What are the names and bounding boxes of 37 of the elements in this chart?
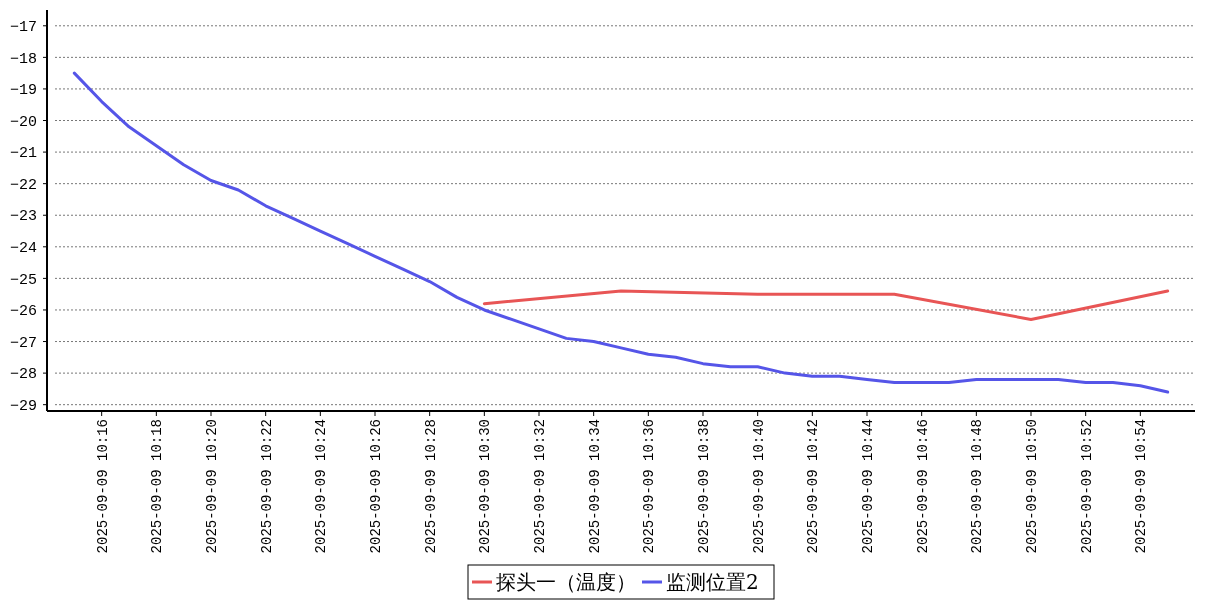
x-tick-label: 2025-09-09 10:52 — [1078, 419, 1095, 554]
y-tick-label: −26 — [9, 303, 37, 321]
x-tick-label: 2025-09-09 10:16 — [94, 419, 111, 554]
x-tick-label: 2025-09-09 10:28 — [422, 419, 439, 554]
y-tick-label: −29 — [9, 397, 37, 415]
line-series — [482, 289, 1170, 321]
y-tick-label: −27 — [9, 334, 37, 352]
x-tick-label: 2025-09-09 10:48 — [969, 419, 986, 554]
x-tick-label: 2025-09-09 10:18 — [149, 419, 166, 554]
legend-label: 监测位置2 — [666, 570, 759, 594]
y-tick-label: −22 — [9, 176, 37, 194]
x-tick-label: 2025-09-09 10:54 — [1133, 419, 1150, 554]
x-tick-label: 2025-09-09 10:24 — [313, 419, 330, 554]
y-tick-label: −24 — [9, 240, 37, 258]
y-tick-label: −25 — [9, 271, 37, 289]
y-tick-label: −18 — [9, 50, 37, 68]
y-tick-label: −19 — [9, 82, 37, 100]
x-tick-label: 2025-09-09 10:32 — [531, 419, 548, 554]
y-tick-label: −21 — [9, 145, 37, 163]
line-series — [72, 71, 1170, 394]
x-tick-label: 2025-09-09 10:42 — [805, 419, 822, 554]
x-tick-label: 2025-09-09 10:46 — [914, 419, 931, 554]
x-tick-label: 2025-09-09 10:44 — [859, 419, 876, 554]
y-tick-label: −17 — [9, 19, 37, 37]
x-tick-label: 2025-09-09 10:20 — [203, 419, 220, 554]
y-tick-label: −28 — [9, 366, 37, 384]
y-tick-label: −20 — [9, 113, 37, 131]
y-tick-label: −23 — [9, 208, 37, 226]
legend-label: 探头一（温度） — [496, 570, 636, 594]
x-tick-label: 2025-09-09 10:36 — [641, 419, 658, 554]
x-tick-label: 2025-09-09 10:30 — [477, 419, 494, 554]
x-tick-label: 2025-09-09 10:50 — [1023, 419, 1040, 554]
x-tick-label: 2025-09-09 10:26 — [367, 419, 384, 554]
x-tick-label: 2025-09-09 10:40 — [750, 419, 767, 554]
x-tick-label: 2025-09-09 10:38 — [695, 419, 712, 554]
x-tick-label: 2025-09-09 10:34 — [586, 419, 603, 554]
x-tick-label: 2025-09-09 10:22 — [258, 419, 275, 554]
